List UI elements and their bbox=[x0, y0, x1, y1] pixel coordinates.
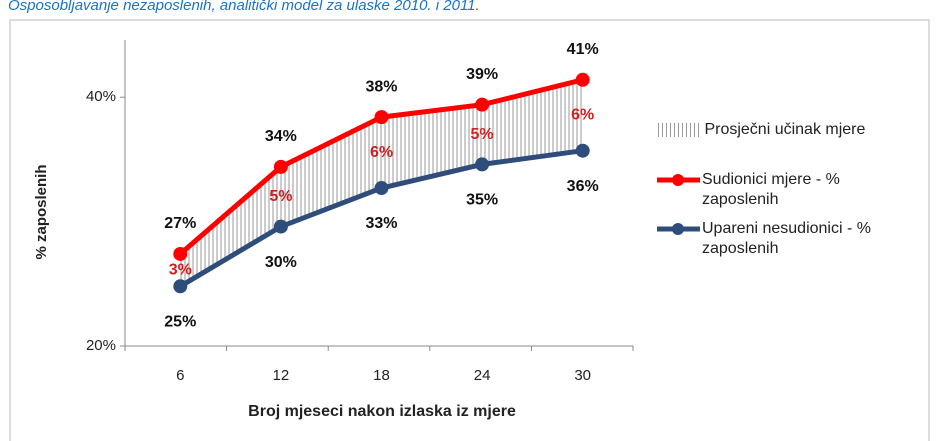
legend-swatch bbox=[658, 122, 700, 137]
legend-label: Upareni nesudionici - % zaposlenih bbox=[702, 220, 871, 257]
data-point bbox=[575, 72, 590, 87]
x-tick-label: 12 bbox=[273, 367, 290, 384]
legend-label: Prosječni učinak mjere bbox=[704, 121, 866, 138]
difference-label: 5% bbox=[471, 126, 494, 143]
data-point bbox=[273, 219, 288, 234]
chart-title: Osposobljavanje nezaposlenih, analitički… bbox=[8, 0, 480, 14]
difference-label: 6% bbox=[571, 106, 594, 123]
data-label: 36% bbox=[567, 178, 599, 195]
data-label: 34% bbox=[265, 128, 297, 145]
data-label: 41% bbox=[567, 41, 599, 58]
difference-label: 3% bbox=[169, 261, 192, 278]
data-point bbox=[475, 97, 490, 112]
data-label: 33% bbox=[365, 215, 397, 232]
x-tick-label: 6 bbox=[176, 367, 184, 384]
data-label: 30% bbox=[265, 254, 297, 271]
data-point bbox=[475, 157, 490, 172]
legend-item: Prosječni učinak mjere bbox=[658, 120, 865, 140]
data-point bbox=[273, 159, 288, 174]
x-axis-label: Broj mjeseci nakon izlaska iz mjere bbox=[248, 403, 516, 420]
legend-item: Sudionici mjere - % zaposlenih bbox=[656, 170, 916, 210]
data-label: 27% bbox=[164, 215, 196, 232]
legend-swatch bbox=[657, 223, 700, 235]
data-point bbox=[173, 279, 188, 294]
legend-swatch bbox=[657, 174, 700, 186]
legend-label: Sudionici mjere - % zaposlenih bbox=[702, 171, 840, 208]
difference-label: 5% bbox=[269, 188, 292, 205]
difference-label: 6% bbox=[370, 144, 393, 161]
data-label: 35% bbox=[466, 192, 498, 209]
data-label: 39% bbox=[466, 66, 498, 83]
chart-border bbox=[9, 19, 930, 441]
data-label: 25% bbox=[164, 314, 196, 331]
x-tick-label: 18 bbox=[373, 367, 390, 384]
data-point bbox=[374, 110, 389, 125]
data-point bbox=[374, 181, 389, 196]
x-tick-label: 24 bbox=[474, 367, 491, 384]
y-axis-label: % zaposlenih bbox=[33, 164, 50, 259]
data-point bbox=[173, 246, 188, 261]
data-label: 38% bbox=[365, 78, 397, 95]
data-point bbox=[575, 143, 590, 158]
y-tick-label: 40% bbox=[86, 88, 116, 105]
x-tick-label: 30 bbox=[574, 367, 591, 384]
legend-item: Upareni nesudionici - % zaposlenih bbox=[656, 219, 916, 259]
y-tick-label: 20% bbox=[86, 337, 116, 354]
